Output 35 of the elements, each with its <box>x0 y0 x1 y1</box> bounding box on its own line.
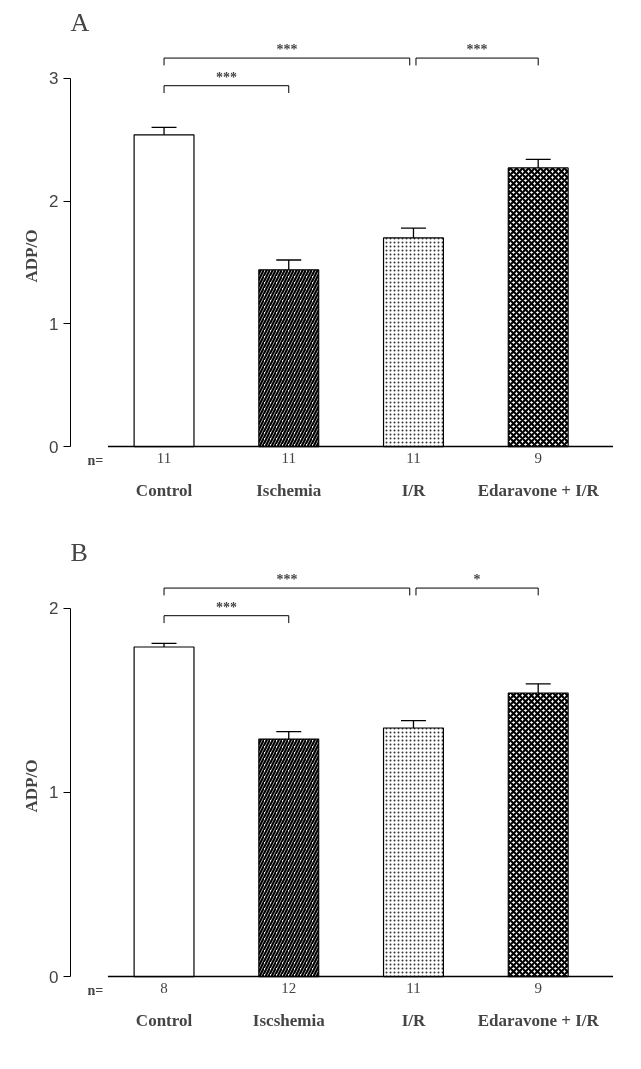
annotation: *** <box>215 69 237 85</box>
x-tick-label: Control <box>135 1010 193 1030</box>
y-tick-label: 2 <box>49 192 59 212</box>
chart-title: B <box>70 537 88 567</box>
text: 11 <box>406 449 421 466</box>
x-tick-label: Control <box>135 480 193 500</box>
y-tick-label: 0 <box>49 967 59 987</box>
text: 9 <box>534 449 542 466</box>
annotation: *** <box>215 599 237 615</box>
x-tick-label: I/R <box>401 480 427 500</box>
text: * <box>473 572 481 588</box>
x-tick-label: I/R <box>401 1010 427 1030</box>
x-tick-label: Iscshemia <box>252 1010 326 1030</box>
text: *** <box>276 42 298 58</box>
y-axis-title: ADP/O <box>22 229 42 283</box>
y-tick-label: 1 <box>49 783 59 803</box>
text: n= <box>87 982 104 998</box>
y-tick-label: 1 <box>49 314 59 334</box>
text: 9 <box>534 979 542 996</box>
text: 11 <box>281 449 296 466</box>
text: 8 <box>160 979 168 996</box>
y-tick-label: 2 <box>49 599 59 619</box>
x-tick-label: Edaravone + I/R <box>477 1010 600 1030</box>
y-axis-title: ADP/O <box>22 759 42 813</box>
text: *** <box>466 42 488 58</box>
text: 12 <box>281 979 297 996</box>
y-tick-label: 0 <box>49 437 59 457</box>
text: *** <box>276 572 298 588</box>
y-tick-label: 3 <box>49 69 59 89</box>
x-tick-label: Edaravone + I/R <box>477 480 600 500</box>
text: 11 <box>406 979 421 996</box>
text: n= <box>87 452 104 468</box>
x-tick-label: Ischemia <box>256 480 322 500</box>
text: 11 <box>156 449 172 466</box>
chart-title: A <box>70 7 90 37</box>
